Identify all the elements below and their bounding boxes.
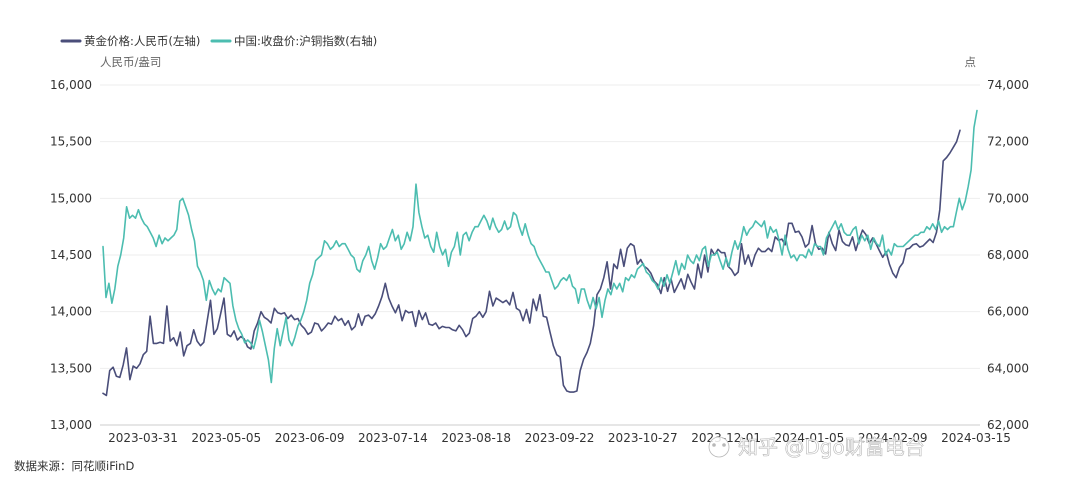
left-tick-label: 14,000 bbox=[50, 305, 92, 319]
right-tick-label: 72,000 bbox=[987, 135, 1029, 149]
series-line-copper bbox=[102, 109, 978, 384]
x-tick-label: 2023-06-09 bbox=[275, 431, 345, 445]
series bbox=[102, 109, 978, 397]
right-tick-label: 66,000 bbox=[987, 305, 1029, 319]
right-tick-label: 68,000 bbox=[987, 248, 1029, 262]
x-tick-label: 2023-07-14 bbox=[358, 431, 428, 445]
x-tick-label: 2023-08-18 bbox=[441, 431, 511, 445]
left-tick-label: 16,000 bbox=[50, 78, 92, 92]
right-tick-label: 74,000 bbox=[987, 78, 1029, 92]
left-tick-label: 13,500 bbox=[50, 361, 92, 375]
data-source: 数据来源：同花顺iFinD bbox=[14, 459, 134, 473]
zhihu-logo-icon bbox=[708, 436, 730, 458]
series-line-gold bbox=[102, 129, 961, 397]
grid bbox=[100, 84, 980, 369]
left-tick-label: 15,000 bbox=[50, 191, 92, 205]
x-tick-label: 2023-05-05 bbox=[191, 431, 261, 445]
right-tick-label: 62,000 bbox=[987, 418, 1029, 432]
x-axis-ticks: 2023-03-31 2023-05-05 2023-06-09 2023-07-14… bbox=[108, 431, 1011, 445]
x-tick-label: 2023-12-01 bbox=[691, 431, 761, 445]
x-tick-label: 2023-09-22 bbox=[525, 431, 595, 445]
x-tick-label: 2024-02-09 bbox=[858, 431, 928, 445]
left-axis-ticks: 13,000 13,500 14,000 14,500 15,000 15,500 16,0… bbox=[50, 78, 92, 432]
right-tick-label: 64,000 bbox=[987, 361, 1029, 375]
watermark-text: 知乎 @Dgo财富电台 bbox=[738, 435, 925, 459]
legend: 黄金价格:人民币(左轴) 中国:收盘价:沪铜指数(右轴) bbox=[60, 34, 377, 48]
legend-label-copper: 中国:收盘价:沪铜指数(右轴) bbox=[234, 34, 377, 48]
left-tick-label: 14,500 bbox=[50, 248, 92, 262]
left-tick-label: 15,500 bbox=[50, 135, 92, 149]
x-tick-label: 2023-10-27 bbox=[608, 431, 678, 445]
x-tick-label: 2024-03-15 bbox=[941, 431, 1011, 445]
right-axis-ticks: 62,000 64,000 66,000 68,000 70,000 72,000 74,0… bbox=[987, 78, 1029, 432]
x-tick-label: 2024-01-05 bbox=[775, 431, 845, 445]
left-tick-label: 13,000 bbox=[50, 418, 92, 432]
legend-label-gold: 黄金价格:人民币(左轴) bbox=[84, 34, 200, 48]
right-tick-label: 70,000 bbox=[987, 191, 1029, 205]
right-axis-unit: 点 bbox=[965, 55, 977, 69]
left-axis-unit: 人民币/盎司 bbox=[100, 55, 161, 69]
watermark: 知乎 @Dgo财富电台 bbox=[708, 435, 925, 459]
x-tick-label: 2023-03-31 bbox=[108, 431, 178, 445]
